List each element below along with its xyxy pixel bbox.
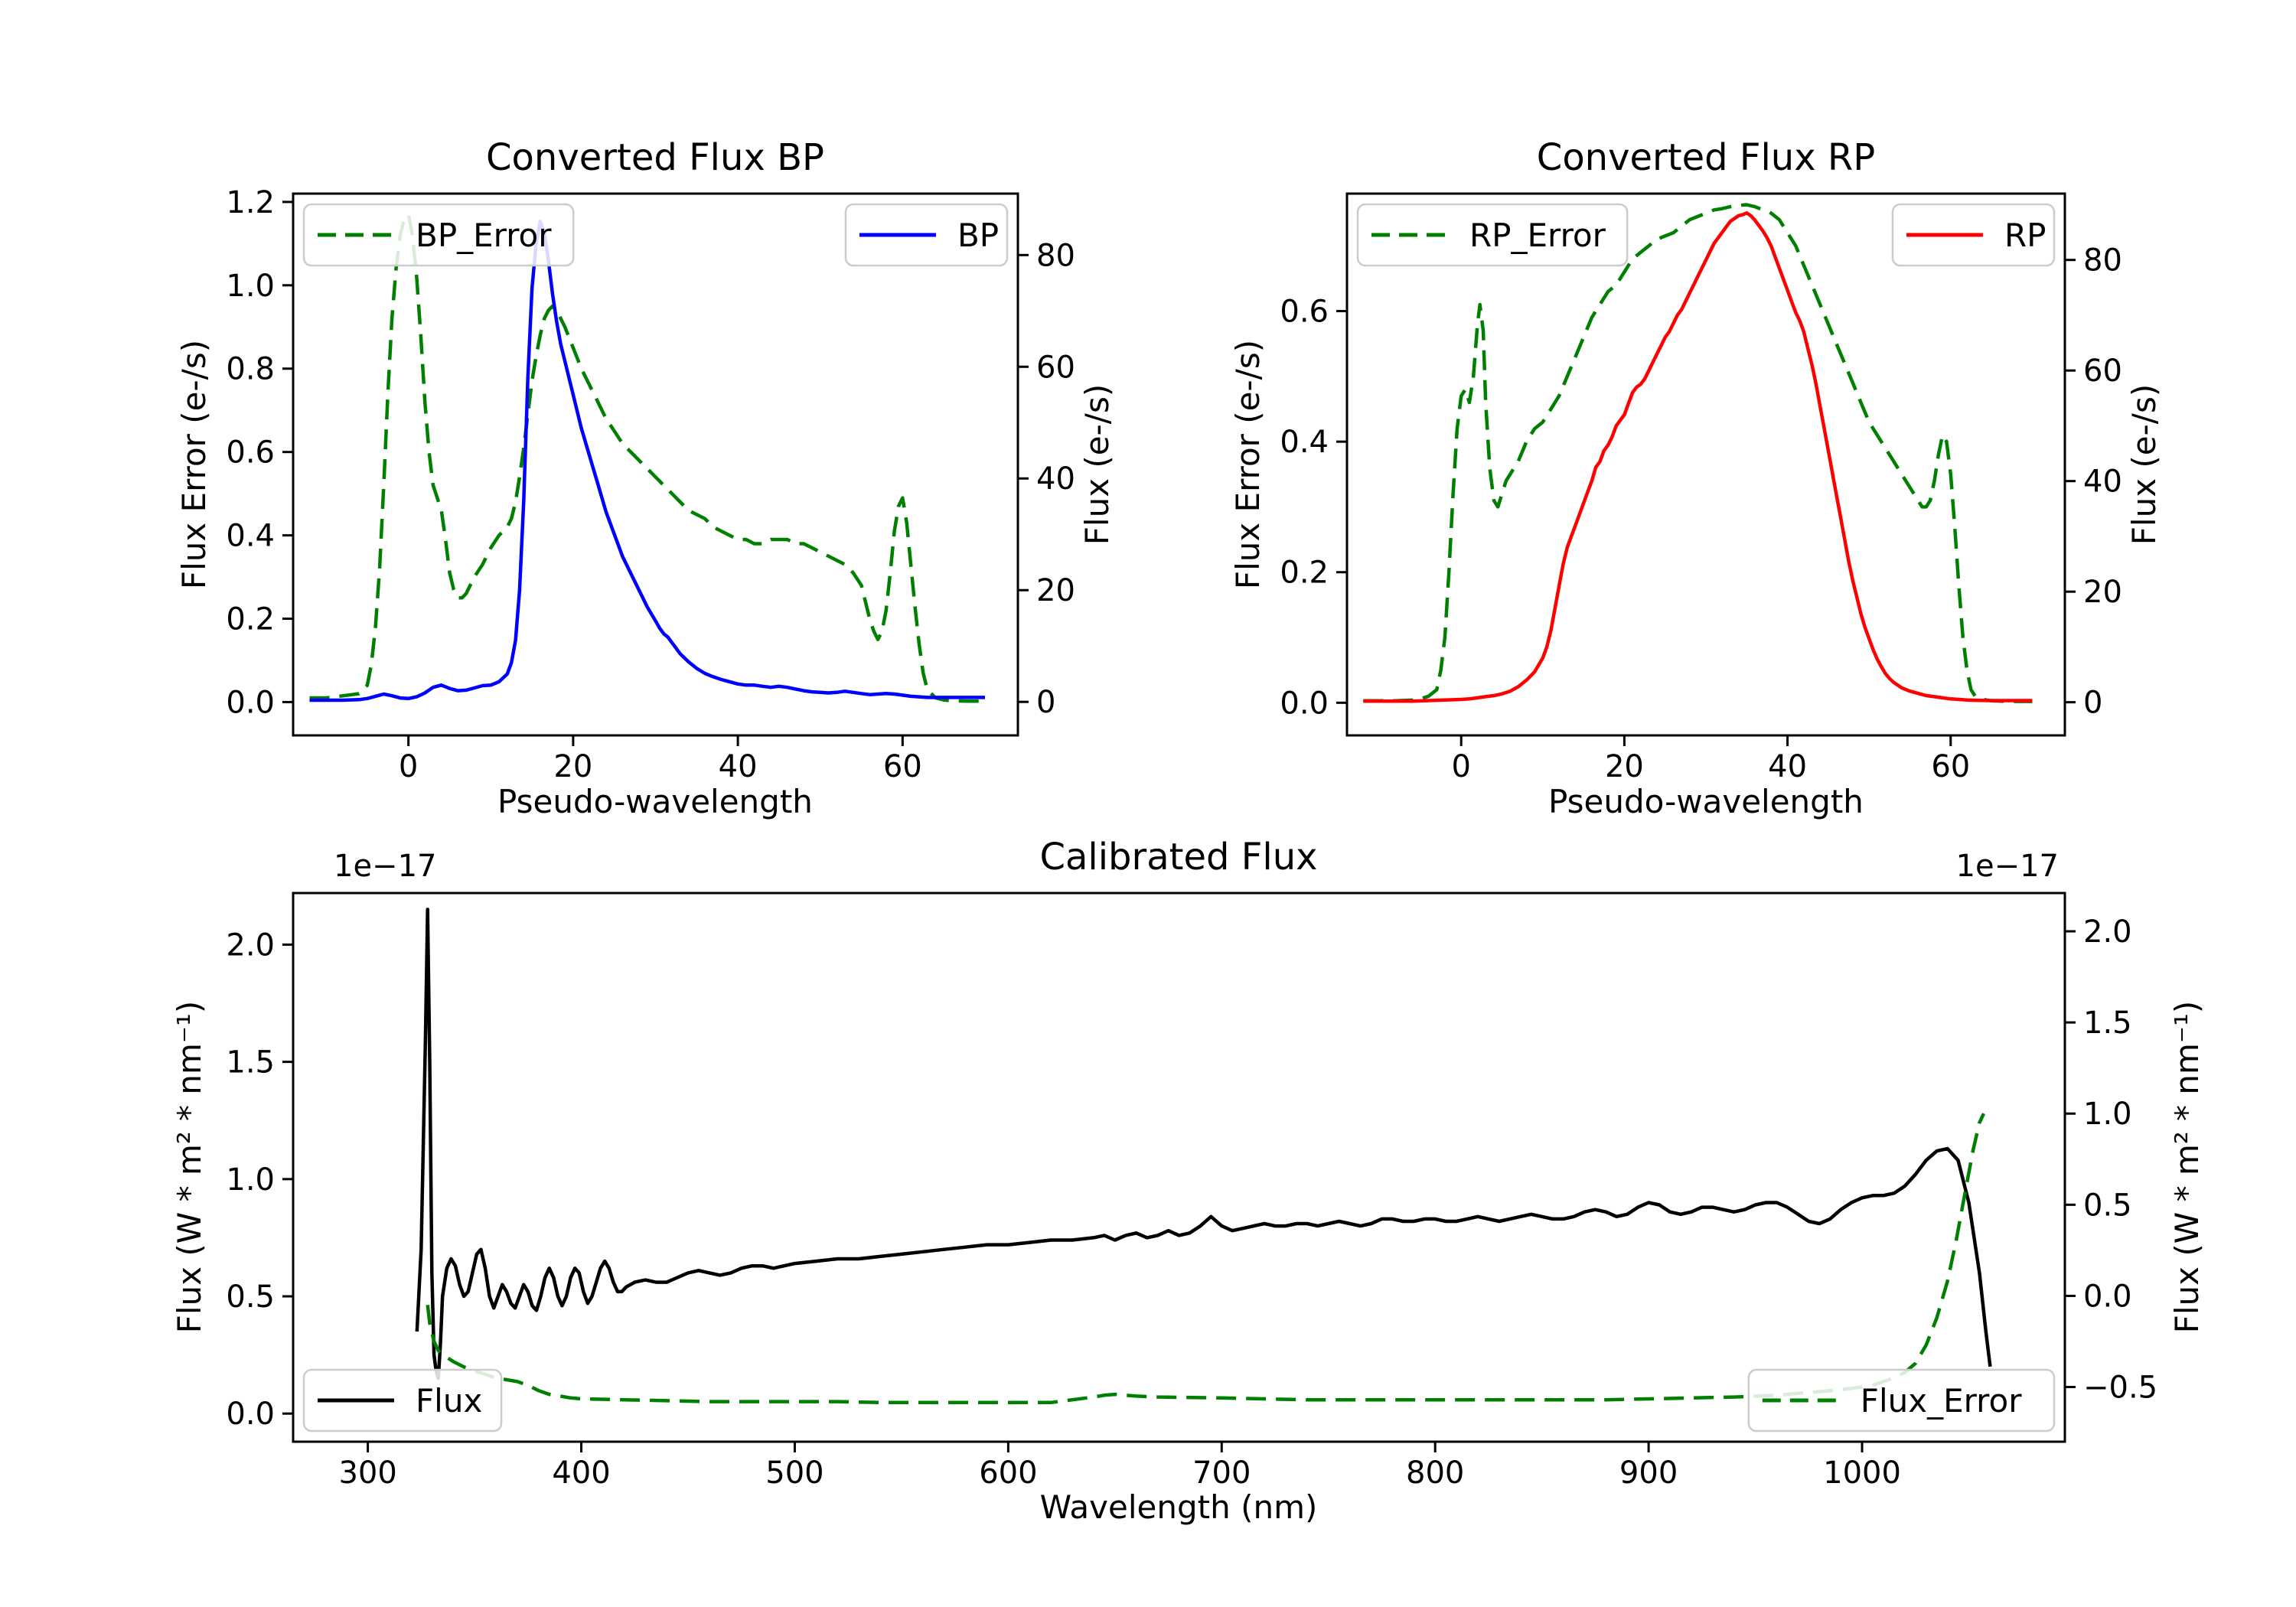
chart-converted-flux-rp: Converted Flux RP Pseudo-wavelength Flux…	[1229, 136, 2163, 820]
y-right-tick-label: 0	[2083, 686, 2102, 721]
y-left-tick-label: 0.6	[1280, 295, 1329, 330]
legend-label: BP	[957, 217, 999, 254]
y-right-tick-label: 1.5	[2083, 1006, 2132, 1041]
y-right-tick-label: 0	[1036, 685, 1055, 720]
y-right-tick-label: 20	[2083, 575, 2122, 610]
y-right-tick-label: 40	[2083, 464, 2122, 500]
y-right-tick-label: 2.0	[2083, 914, 2132, 950]
x-tick-label: 20	[1605, 749, 1644, 784]
series-Flux_Error	[426, 1113, 1986, 1405]
bp-left-ylabel: Flux Error (e-/s)	[175, 340, 213, 589]
x-tick-label: 60	[883, 749, 922, 784]
y-left-tick-label: 1.0	[226, 1162, 275, 1198]
y-left-tick-label: 0.4	[226, 519, 275, 554]
y-right-tick-label: 80	[2083, 243, 2122, 279]
rp-xlabel: Pseudo-wavelength	[1548, 783, 1864, 820]
x-tick-label: 300	[338, 1455, 396, 1491]
series-BP_Error	[309, 212, 985, 703]
y-left-tick-label: 0.6	[226, 435, 275, 471]
y-left-tick-label: 0.8	[226, 352, 275, 387]
legend-box	[302, 203, 575, 267]
legend-label: Flux	[416, 1382, 482, 1420]
y-left-tick-label: 0.0	[1280, 686, 1329, 721]
x-tick-label: 700	[1192, 1455, 1251, 1491]
cal-left-ylabel: Flux (W * m² * nm⁻¹)	[171, 1001, 208, 1334]
series-BP	[309, 220, 985, 702]
rp-left-ylabel: Flux Error (e-/s)	[1229, 340, 1267, 589]
y-right-tick-label: 60	[1036, 350, 1075, 385]
y-left-tick-label: 0.5	[226, 1279, 275, 1315]
x-tick-label: 900	[1619, 1455, 1678, 1491]
legend-label: RP	[2004, 217, 2047, 254]
bp-xlabel: Pseudo-wavelength	[497, 783, 813, 820]
y-right-tick-label: 80	[1036, 238, 1075, 273]
y-right-tick-label: 20	[1036, 573, 1075, 608]
x-tick-label: 0	[399, 749, 418, 784]
cal-right-offset-text: 1e−17	[1956, 849, 2059, 884]
chart-calibrated-flux: Calibrated Flux Wavelength (nm) Flux (W …	[171, 836, 2206, 1526]
x-tick-label: 0	[1452, 749, 1471, 784]
x-tick-label: 400	[552, 1455, 610, 1491]
y-left-tick-label: 1.5	[226, 1045, 275, 1081]
y-left-tick-label: 1.2	[226, 185, 275, 220]
y-left-tick-label: 0.4	[1280, 425, 1329, 460]
y-left-tick-label: 2.0	[226, 927, 275, 963]
y-right-tick-label: −0.5	[2083, 1371, 2157, 1406]
cal-xlabel: Wavelength (nm)	[1040, 1488, 1318, 1526]
y-left-tick-label: 0.2	[226, 602, 275, 637]
chart-converted-flux-bp: Converted Flux BP Pseudo-wavelength Flux…	[175, 136, 1116, 820]
rp-title: Converted Flux RP	[1537, 136, 1875, 179]
x-tick-label: 1000	[1823, 1455, 1901, 1491]
legend-label: BP_Error	[416, 217, 552, 254]
y-right-tick-label: 0.0	[2083, 1279, 2132, 1314]
y-right-tick-label: 40	[1036, 461, 1075, 497]
axes-spines	[292, 892, 2066, 1443]
y-left-tick-label: 1.0	[226, 269, 275, 304]
cal-left-offset-text: 1e−17	[334, 849, 436, 884]
legend-label: Flux_Error	[1861, 1382, 2022, 1420]
y-right-tick-label: 60	[2083, 354, 2122, 389]
x-tick-label: 40	[1768, 749, 1807, 784]
x-tick-label: 600	[979, 1455, 1037, 1491]
y-left-tick-label: 0.2	[1280, 556, 1329, 591]
bp-title: Converted Flux BP	[486, 136, 824, 179]
legend-box	[1356, 203, 1629, 267]
y-left-tick-label: 0.0	[226, 685, 275, 720]
series-RP_Error	[1363, 203, 2033, 703]
series-Flux	[415, 908, 1992, 1380]
cal-right-ylabel: Flux (W * m² * nm⁻¹)	[2168, 1001, 2206, 1334]
series-RP	[1363, 211, 2033, 703]
axes-spines	[1345, 192, 2066, 737]
cal-title: Calibrated Flux	[1039, 836, 1317, 878]
legend-label: RP_Error	[1469, 217, 1606, 254]
axes-spines	[292, 192, 1019, 737]
x-tick-label: 20	[553, 749, 592, 784]
y-right-tick-label: 1.0	[2083, 1097, 2132, 1132]
legend-box	[302, 1368, 503, 1433]
x-tick-label: 500	[765, 1455, 823, 1491]
rp-right-ylabel: Flux (e-/s)	[2125, 384, 2163, 545]
y-left-tick-label: 0.0	[226, 1397, 275, 1432]
x-tick-label: 800	[1406, 1455, 1464, 1491]
x-tick-label: 40	[719, 749, 758, 784]
y-right-tick-label: 0.5	[2083, 1188, 2132, 1223]
x-tick-label: 60	[1931, 749, 1970, 784]
bp-right-ylabel: Flux (e-/s)	[1078, 384, 1116, 545]
legend-box	[1747, 1368, 2056, 1433]
